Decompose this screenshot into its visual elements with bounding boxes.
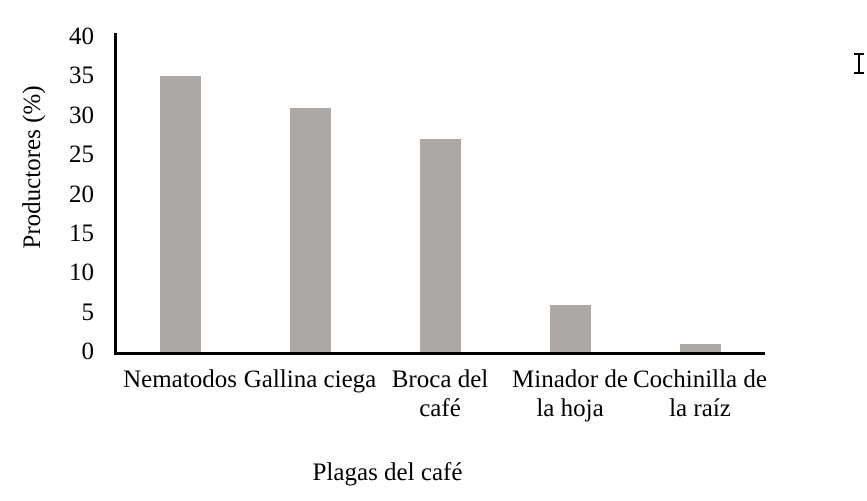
x-category-label: Nematodos	[123, 366, 237, 393]
y-tick-label: 40	[69, 23, 94, 50]
x-category-label: Cochinilla de la raíz	[633, 366, 767, 422]
x-axis-line	[114, 352, 765, 355]
y-tick-label: 5	[81, 298, 95, 326]
ibeam-stem	[858, 54, 860, 73]
y-tick-label: 30	[69, 101, 94, 129]
bar	[159, 76, 201, 352]
y-tick-label: 15	[69, 219, 94, 247]
text-ibeam-cursor-icon	[853, 53, 865, 74]
bar	[679, 344, 721, 352]
y-tick-label: 20	[69, 180, 94, 208]
y-tick-label: 0	[81, 338, 95, 365]
bar	[549, 304, 591, 352]
ibeam-bottom-serif	[854, 72, 864, 74]
x-category-label: Minador de la hoja	[512, 366, 628, 422]
bar	[419, 139, 461, 352]
y-tick-label: 35	[69, 62, 94, 90]
y-tick-label: 25	[69, 141, 94, 169]
x-category-label: Broca del café	[391, 366, 489, 422]
y-axis-line	[114, 33, 117, 355]
x-category-label: Gallina ciega	[243, 366, 377, 393]
bar	[289, 107, 331, 352]
y-tick-label: 10	[69, 259, 94, 287]
x-axis-title: Plagas del café	[312, 459, 463, 486]
